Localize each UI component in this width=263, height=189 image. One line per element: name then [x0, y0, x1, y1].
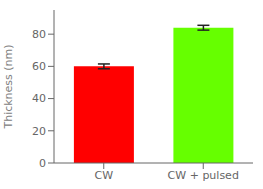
- svg-text:60: 60: [32, 60, 46, 73]
- svg-text:80: 80: [32, 28, 46, 41]
- svg-text:CW: CW: [94, 169, 113, 182]
- svg-text:20: 20: [32, 125, 46, 138]
- svg-text:Thickness (nm): Thickness (nm): [8, 44, 15, 129]
- svg-text:CW + pulsed: CW + pulsed: [168, 169, 239, 182]
- svg-text:0: 0: [39, 157, 46, 170]
- svg-text:40: 40: [32, 92, 46, 105]
